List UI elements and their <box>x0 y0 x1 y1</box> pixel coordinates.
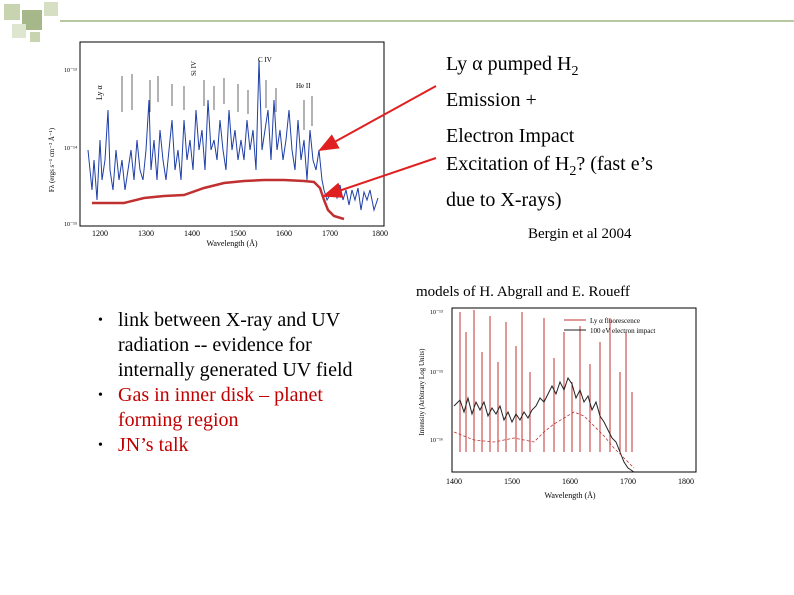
top-x-label: Wavelength (Å) <box>206 239 257 248</box>
bottom-xtick-4: 1800 <box>678 477 694 486</box>
arrow-pumped <box>318 85 437 151</box>
lya-label: Ly α <box>95 85 104 100</box>
pumped-line-1: Ly α pumped H2 <box>446 53 579 79</box>
bottom-xtick-3: 1700 <box>620 477 636 486</box>
arrow-impact <box>322 157 437 198</box>
impact-line-1: Electron Impact <box>446 125 575 147</box>
impact-line-3: due to X-rays) <box>446 189 562 211</box>
bullet-item-gas: • Gas in inner disk – planet forming regi… <box>98 384 323 431</box>
bottom-xtick-1: 1500 <box>504 477 520 486</box>
legend-electron-impact: 100 eV electron impact <box>590 327 655 335</box>
header-rule <box>60 20 794 22</box>
fluorescence-envelope <box>453 411 635 469</box>
bottom-ytick-0: 10⁻¹³ <box>430 310 443 316</box>
impact-line-2: Excitation of H2? (fast e’s <box>446 153 653 179</box>
top-xtick-2: 1400 <box>184 229 200 238</box>
top-ytick-0: 10⁻¹³ <box>64 68 77 74</box>
citation: Bergin et al 2004 <box>528 226 632 242</box>
bottom-ytick-1: 10⁻¹⁵ <box>430 370 443 376</box>
top-plot-frame <box>79 41 385 227</box>
observed-spectrum-line <box>87 59 379 212</box>
top-ytick-1: 10⁻¹⁴ <box>64 146 77 152</box>
bottom-x-ticks: 1400 1500 1600 1700 1800 <box>446 477 694 486</box>
corner-decoration <box>0 0 70 50</box>
siiv-label: Si IV <box>190 61 198 76</box>
bottom-ytick-2: 10⁻¹⁶ <box>430 438 443 444</box>
bullet-list: • link between X-ray and UV radiation -- … <box>96 308 386 458</box>
bottom-xtick-0: 1400 <box>446 477 462 486</box>
legend-fluorescence: Ly α fluorescence <box>590 317 640 325</box>
top-ytick-2: 10⁻¹⁵ <box>64 222 77 228</box>
top-xtick-1: 1300 <box>138 229 154 238</box>
electron-impact-curve <box>453 376 635 473</box>
top-xtick-0: 1200 <box>92 229 108 238</box>
top-xtick-5: 1700 <box>322 229 338 238</box>
top-y-label: Fλ (ergs s⁻¹ cm⁻² Å⁻¹) <box>48 127 56 192</box>
top-xtick-4: 1600 <box>276 229 292 238</box>
bottom-y-label: Intensity (Arbitrary Log Units) <box>418 348 426 436</box>
bottom-xtick-2: 1600 <box>562 477 578 486</box>
bottom-model-svg: 1400 1500 1600 1700 1800 Wavelength (Å) … <box>418 307 697 500</box>
model-spectrum-line <box>92 178 345 221</box>
bottom-legend: Ly α fluorescence 100 eV electron impact <box>564 317 655 335</box>
models-caption: models of H. Abgrall and E. Roueff <box>416 284 630 300</box>
bullet-item-xray: • link between X-ray and UV radiation -- … <box>98 309 353 381</box>
impact-annotation: Electron Impact Excitation of H2? (fast … <box>446 122 653 214</box>
heii-label: He II <box>296 82 311 90</box>
bottom-x-label: Wavelength (Å) <box>544 491 595 500</box>
bullet-item-talk: • JN’s talk <box>98 434 189 456</box>
top-xtick-6: 1800 <box>372 229 388 238</box>
top-x-ticks: 1200 1300 1400 1500 1600 1700 1800 <box>92 229 388 238</box>
bottom-model-figure: 1400 1500 1600 1700 1800 Wavelength (Å) … <box>414 302 704 502</box>
bottom-plot-frame <box>451 307 697 473</box>
top-spectrum-svg: 1200 1300 1400 1500 1600 1700 1800 Wavel… <box>48 41 388 248</box>
top-spectrum-figure: 1200 1300 1400 1500 1600 1700 1800 Wavel… <box>44 40 390 248</box>
line-id-marks <box>121 74 313 130</box>
pumped-annotation: Ly α pumped H2 Emission + <box>446 50 579 114</box>
civ-label: C IV <box>258 56 272 64</box>
top-xtick-3: 1500 <box>230 229 246 238</box>
pumped-line-2: Emission + <box>446 89 537 111</box>
alpha-symbol: α <box>472 53 483 75</box>
